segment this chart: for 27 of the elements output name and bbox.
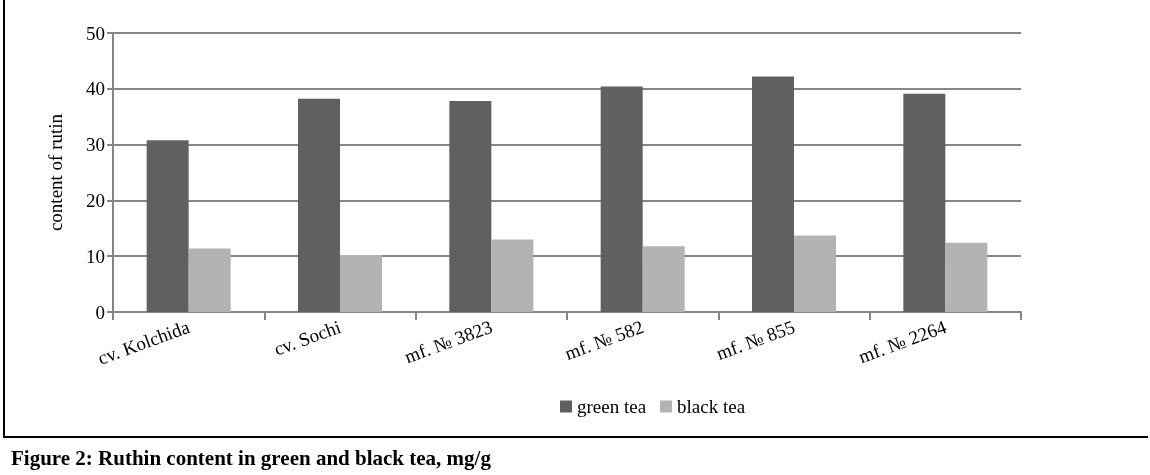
x-tick-label: mf. № 2264: [855, 315, 950, 368]
bar: [903, 93, 946, 312]
y-tick-label: 10: [86, 245, 105, 267]
text: Figure 2: Ruthin content in green and black tea, mg/g: [11, 445, 492, 470]
bar: [794, 235, 836, 312]
bar: [188, 248, 231, 312]
bar: [340, 255, 382, 312]
bar: [945, 242, 988, 312]
x-tick-label: mf. № 3823: [401, 316, 495, 368]
bar: [146, 140, 189, 312]
y-tick-label: 50: [86, 22, 105, 44]
x-tick-label: cv. Sochi: [271, 316, 344, 360]
y-tick-label: 0: [95, 301, 105, 323]
bar: [491, 239, 534, 312]
bar: [600, 86, 643, 312]
bar: [752, 76, 794, 312]
bar: [642, 246, 685, 312]
x-tick-label: mf. № 855: [713, 316, 798, 364]
legend-label: green tea: [577, 396, 647, 417]
x-tick-label: mf. № 582: [562, 316, 647, 364]
y-axis-title: content of rutin: [45, 113, 66, 232]
y-tick-label: 30: [86, 134, 105, 156]
y-tick-label: 40: [86, 78, 105, 100]
bar: [449, 101, 492, 312]
bar: [298, 98, 340, 312]
y-tick-label: 20: [86, 189, 105, 211]
legend-label: black tea: [677, 396, 746, 417]
